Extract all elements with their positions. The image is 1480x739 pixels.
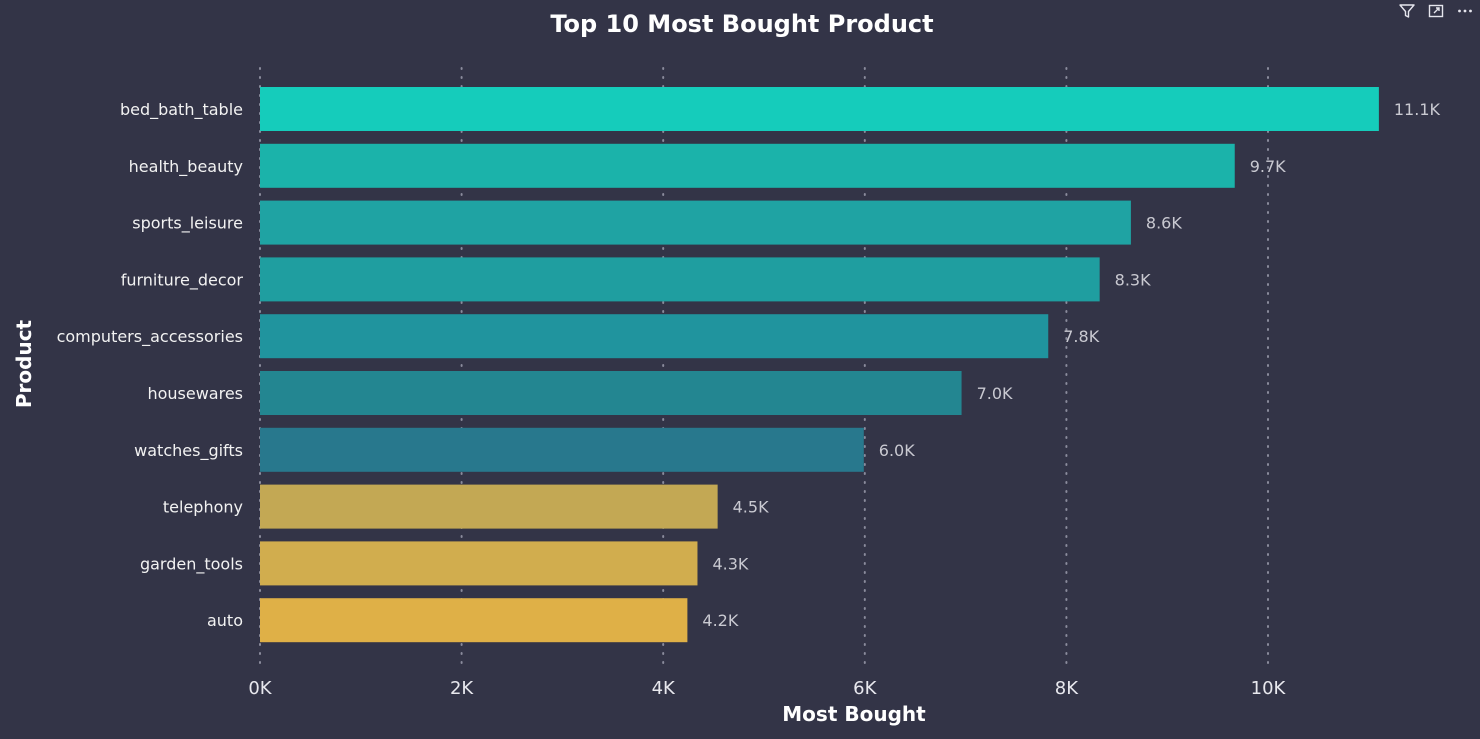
- data-label: 8.3K: [1115, 270, 1151, 289]
- x-axis-ticks: 0K 2K 4K 6K 8K 10K: [248, 678, 1286, 699]
- data-label: 11.1K: [1394, 100, 1441, 119]
- x-tick-label: 4K: [652, 678, 676, 699]
- data-label: 9.7K: [1250, 157, 1286, 176]
- x-axis-title: Most Bought: [782, 702, 926, 726]
- category-label: garden_tools: [140, 554, 243, 574]
- bar-bed_bath_table[interactable]: [260, 87, 1379, 131]
- category-label: telephony: [163, 498, 243, 517]
- bar-health_beauty[interactable]: [260, 143, 1235, 188]
- bar-garden_tools[interactable]: [260, 541, 698, 586]
- category-label: housewares: [147, 384, 243, 403]
- bars: [260, 87, 1379, 643]
- data-label: 8.6K: [1146, 214, 1182, 233]
- category-labels: bed_bath_table health_beauty sports_leisur…: [57, 100, 244, 630]
- data-labels: 11.1K 9.7K 8.6K 8.3K 7.8K 7.0K 6.0K 4.5K 4.3K 4.2…: [702, 100, 1440, 630]
- category-label: auto: [207, 611, 243, 630]
- data-label: 7.8K: [1063, 327, 1099, 346]
- category-label: furniture_decor: [121, 270, 244, 290]
- x-tick-label: 0K: [248, 678, 272, 699]
- y-axis-title: Product: [12, 319, 36, 408]
- category-label: sports_leisure: [132, 214, 243, 234]
- filter-icon[interactable]: [1398, 2, 1416, 20]
- bar-housewares[interactable]: [260, 371, 962, 415]
- x-tick-label: 6K: [853, 678, 877, 699]
- x-tick-label: 2K: [450, 678, 474, 699]
- more-options-icon[interactable]: [1456, 2, 1474, 20]
- bar-watches_gifts[interactable]: [260, 427, 864, 472]
- category-label: computers_accessories: [57, 327, 243, 347]
- category-label: watches_gifts: [134, 441, 243, 461]
- data-label: 6.0K: [879, 441, 915, 460]
- x-tick-label: 8K: [1055, 678, 1079, 699]
- bar-auto[interactable]: [260, 598, 688, 643]
- data-label: 7.0K: [977, 384, 1013, 403]
- category-label: bed_bath_table: [120, 100, 243, 120]
- focus-mode-icon[interactable]: [1427, 2, 1445, 20]
- data-label: 4.3K: [712, 554, 748, 573]
- data-label: 4.5K: [733, 498, 769, 517]
- x-tick-label: 10K: [1251, 678, 1287, 699]
- bar-computers_accessories[interactable]: [260, 314, 1049, 359]
- category-label: health_beauty: [129, 157, 243, 177]
- chart-title: Top 10 Most Bought Product: [550, 10, 933, 38]
- visual-toolbar: [1392, 2, 1474, 22]
- bar-telephony[interactable]: [260, 484, 718, 529]
- data-label: 4.2K: [702, 611, 738, 630]
- bar-furniture_decor[interactable]: [260, 257, 1100, 302]
- bar-sports_leisure[interactable]: [260, 200, 1131, 245]
